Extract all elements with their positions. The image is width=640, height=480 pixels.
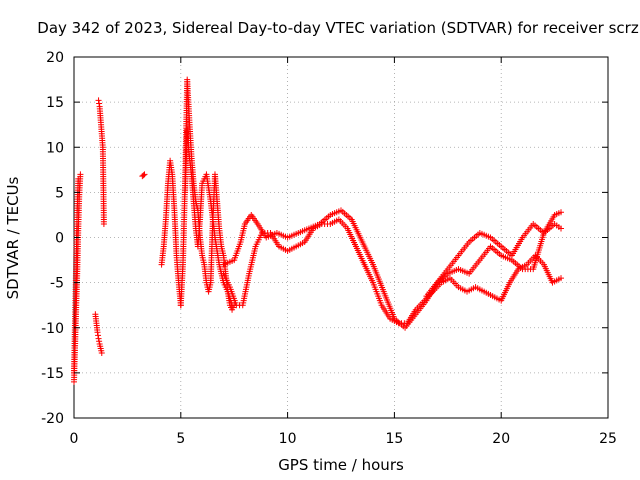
data-point	[558, 275, 565, 282]
y-tick-label: -15	[41, 366, 64, 382]
data-points	[71, 76, 565, 385]
data-point	[141, 171, 148, 178]
y-axis-ticks: 20 15 10 5 0 -5 -10 -15 -20	[41, 50, 608, 427]
data-point	[558, 225, 565, 232]
x-tick-label: 15	[385, 431, 403, 447]
x-axis-ticks: 0 5 10 15 20 25	[70, 57, 617, 447]
data-point	[95, 335, 102, 342]
x-tick-label: 20	[492, 431, 510, 447]
y-tick-label: 15	[46, 95, 64, 111]
y-tick-label: 5	[55, 185, 64, 201]
x-tick-label: 5	[176, 431, 185, 447]
y-tick-label: 10	[46, 140, 64, 156]
y-tick-label: 20	[46, 50, 64, 66]
x-tick-label: 0	[70, 431, 79, 447]
x-tick-label: 25	[599, 431, 617, 447]
data-point	[96, 100, 103, 107]
data-point	[558, 209, 565, 216]
y-tick-label: -20	[41, 411, 64, 427]
data-point	[77, 171, 84, 178]
data-point	[96, 338, 103, 345]
data-point	[140, 172, 147, 179]
x-tick-label: 10	[279, 431, 297, 447]
data-point	[98, 350, 105, 357]
chart-title: Day 342 of 2023, Sidereal Day-to-day VTE…	[37, 19, 639, 37]
y-tick-label: -5	[50, 276, 64, 292]
y-tick-label: -10	[41, 321, 64, 337]
x-axis-label: GPS time / hours	[278, 456, 404, 474]
data-point	[100, 220, 107, 227]
data-point	[94, 329, 101, 336]
y-tick-label: 0	[55, 231, 64, 247]
data-point	[95, 332, 102, 339]
grid-lines	[74, 57, 608, 418]
y-axis-label: SDTVAR / TECUs	[4, 176, 22, 299]
data-point	[75, 175, 82, 182]
data-point	[95, 97, 102, 104]
